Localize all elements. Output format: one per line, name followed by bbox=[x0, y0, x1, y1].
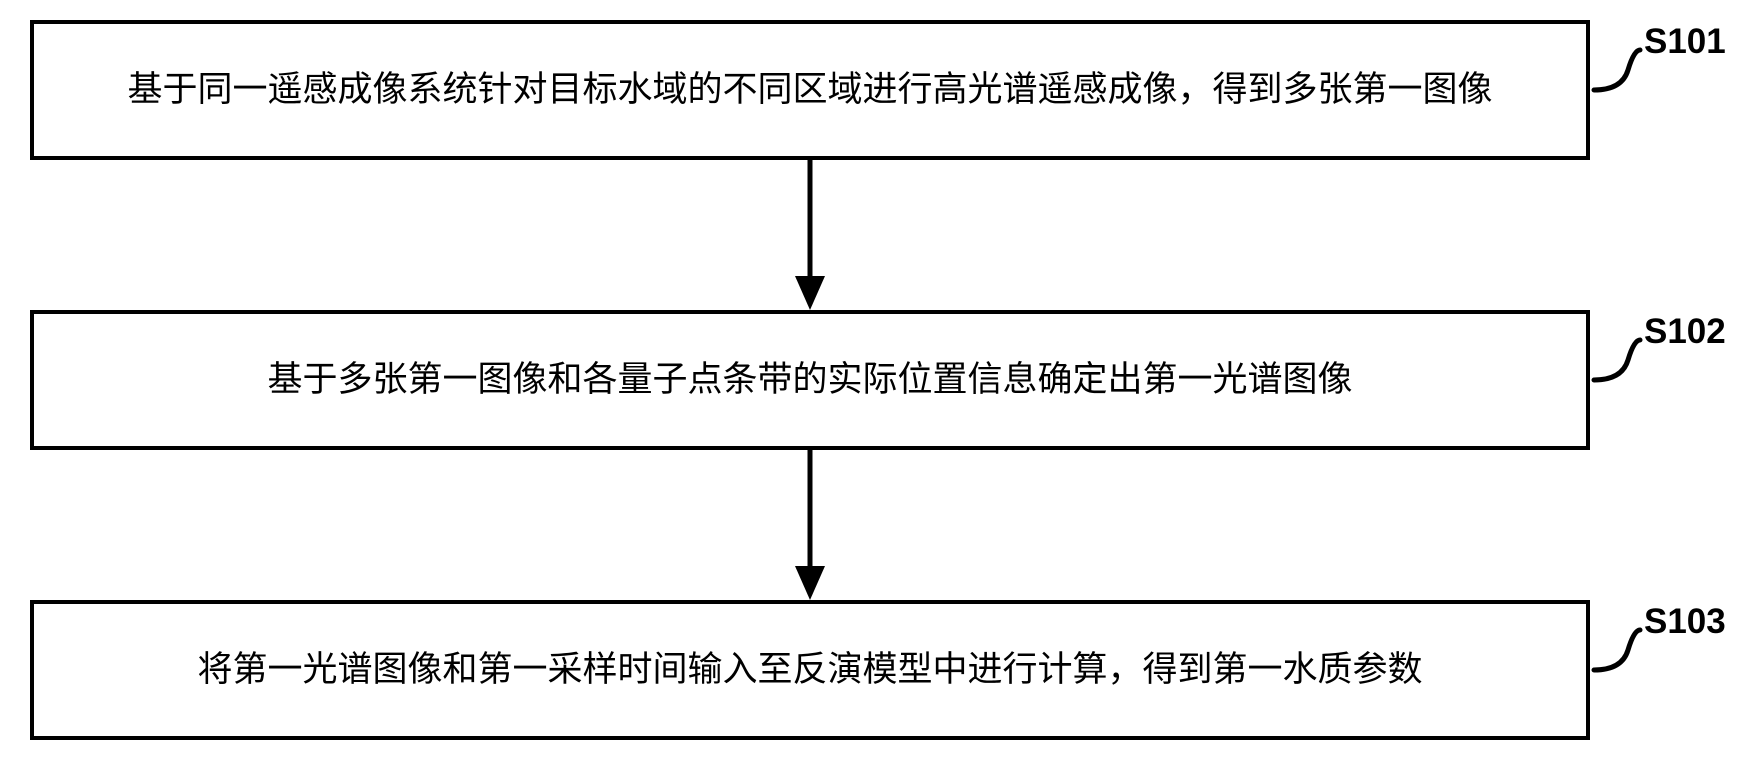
label-connector-s103 bbox=[1594, 630, 1640, 670]
flow-label-s102: S102 bbox=[1644, 312, 1726, 352]
label-connector-s102 bbox=[1594, 340, 1640, 380]
label-connector-s101 bbox=[1594, 50, 1640, 90]
flow-node-s102: 基于多张第一图像和各量子点条带的实际位置信息确定出第一光谱图像 bbox=[30, 310, 1590, 450]
flow-label-s101: S101 bbox=[1644, 22, 1726, 62]
flow-node-s103: 将第一光谱图像和第一采样时间输入至反演模型中进行计算，得到第一水质参数 bbox=[30, 600, 1590, 740]
flow-node-text: 将第一光谱图像和第一采样时间输入至反演模型中进行计算，得到第一水质参数 bbox=[197, 643, 1422, 697]
flow-node-text: 基于多张第一图像和各量子点条带的实际位置信息确定出第一光谱图像 bbox=[267, 353, 1352, 407]
flow-node-s101: 基于同一遥感成像系统针对目标水域的不同区域进行高光谱遥感成像，得到多张第一图像 bbox=[30, 20, 1590, 160]
flow-edge-2-3-head bbox=[795, 566, 825, 600]
flow-node-text: 基于同一遥感成像系统针对目标水域的不同区域进行高光谱遥感成像，得到多张第一图像 bbox=[127, 63, 1492, 117]
flow-label-s103: S103 bbox=[1644, 602, 1726, 642]
flow-edge-1-2-head bbox=[795, 276, 825, 310]
